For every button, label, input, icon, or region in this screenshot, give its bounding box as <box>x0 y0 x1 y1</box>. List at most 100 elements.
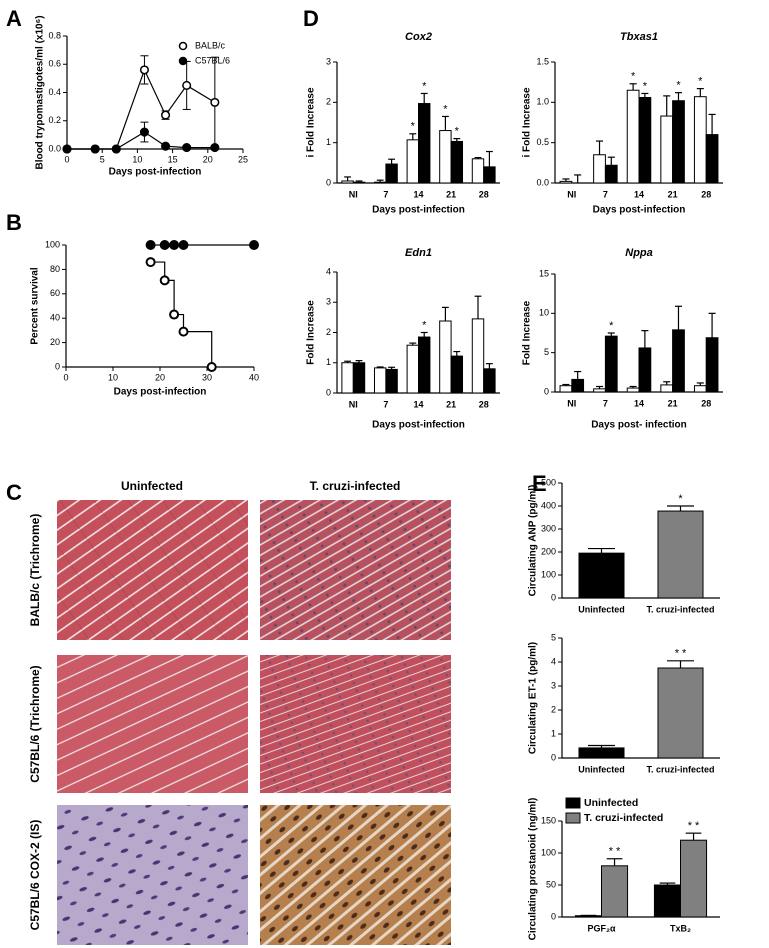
data-point <box>178 326 189 337</box>
y-axis-label: Circulating ANP (pg/ml) <box>528 485 539 597</box>
x-tick-label: 7 <box>603 398 608 408</box>
legend-marker <box>178 41 188 51</box>
data-point <box>62 144 72 154</box>
significance-mark: * <box>422 319 427 331</box>
histology-image <box>260 805 451 945</box>
legend-label: T. cruzi-infected <box>584 812 663 824</box>
y-tick-label: 2 <box>551 704 556 714</box>
histology-image <box>260 500 451 640</box>
panel-letter: B <box>6 210 22 235</box>
significance-mark: * <box>455 126 460 138</box>
y-tick-label: 3 <box>326 56 331 66</box>
bar <box>559 385 573 393</box>
x-tick-label: NI <box>567 398 576 408</box>
significance-mark: * <box>678 493 683 505</box>
y-tick-label: 300 <box>541 523 556 533</box>
histology-image <box>57 500 248 640</box>
significance-mark: * * <box>688 820 700 832</box>
histology-image <box>57 805 248 945</box>
bar <box>653 884 681 918</box>
data-point <box>159 240 170 250</box>
column-header: Uninfected <box>121 479 183 493</box>
data-point <box>182 143 192 153</box>
step-line <box>183 331 213 367</box>
bar <box>626 387 640 393</box>
bar <box>638 347 652 393</box>
x-axis-label: Days post-infection <box>372 205 465 216</box>
significance-mark: * <box>443 103 448 115</box>
y-tick-label: 4 <box>326 266 331 276</box>
bar <box>418 103 431 184</box>
y-tick-label: 1.0 <box>536 97 549 107</box>
y-tick-label: 0 <box>55 361 60 371</box>
x-tick-label: 28 <box>479 399 489 409</box>
bar <box>672 329 685 393</box>
y-tick-label: 1.5 <box>536 56 549 66</box>
significance-mark: * <box>676 80 681 92</box>
y-tick-label: 0 <box>326 387 331 397</box>
bar <box>680 839 708 918</box>
y-axis-label: Fold Increase <box>306 300 317 365</box>
panel-letter: D <box>303 6 319 31</box>
bar <box>406 139 419 184</box>
bar <box>471 158 485 184</box>
x-tick-label: 0 <box>63 372 68 382</box>
y-axis-label: i Fold Increase <box>522 87 533 157</box>
x-tick-label: NI <box>349 189 358 199</box>
y-tick-label: 2 <box>326 97 331 107</box>
y-tick-label: 200 <box>541 546 556 556</box>
bar <box>385 163 398 184</box>
y-tick-label: 1 <box>551 728 556 738</box>
legend-swatch <box>565 812 581 824</box>
y-axis-label: Circulating prostanoid (ng/ml) <box>528 798 539 941</box>
row-label: C57BL/6 COX-2 (IS) <box>28 820 42 931</box>
y-tick-label: 100 <box>541 847 556 857</box>
significance-mark: * * <box>609 846 621 858</box>
panel-letter: A <box>6 6 22 31</box>
x-tick-label: 20 <box>155 372 165 382</box>
panel-letter: E <box>532 471 547 496</box>
data-point <box>249 240 259 250</box>
bar <box>705 337 719 393</box>
significance-mark: * <box>643 80 648 92</box>
significance-mark: * <box>411 121 416 133</box>
data-point <box>139 65 149 75</box>
x-tick-label: 5 <box>100 154 105 164</box>
y-tick-label: 0.2 <box>48 115 61 125</box>
x-axis-label: Days post-infection <box>114 387 207 398</box>
y-tick-label: 1 <box>326 137 331 147</box>
data-point <box>210 97 220 107</box>
x-tick-label: Uninfected <box>578 604 625 614</box>
significance-mark: * <box>631 71 636 83</box>
y-tick-label: 5 <box>544 347 549 357</box>
bar <box>483 368 496 394</box>
x-tick-label: 7 <box>603 189 608 199</box>
significance-mark: * * <box>675 648 687 660</box>
legend-label: Uninfected <box>584 797 638 809</box>
x-tick-label: 14 <box>634 189 644 199</box>
data-point <box>169 309 180 320</box>
chart-title: Edn1 <box>405 247 432 259</box>
bar <box>705 134 719 184</box>
y-tick-label: 80 <box>50 264 60 274</box>
chart-title: Cox2 <box>405 31 432 43</box>
y-tick-label: 0 <box>551 911 556 921</box>
bar <box>483 166 496 184</box>
bar <box>341 362 354 394</box>
x-tick-label: 21 <box>446 189 456 199</box>
y-tick-label: 20 <box>50 337 60 347</box>
x-tick-label: 25 <box>238 154 248 164</box>
y-tick-label: 0.0 <box>536 177 549 187</box>
panel-letter: C <box>6 480 22 505</box>
x-tick-label: PGF₂α <box>587 923 616 933</box>
legend-label: BALB/c <box>195 40 226 50</box>
y-tick-label: 10 <box>539 308 549 318</box>
data-point <box>169 240 180 250</box>
data-point <box>145 240 156 250</box>
y-tick-label: 0.6 <box>48 59 61 69</box>
bar <box>352 362 366 394</box>
bar <box>406 344 419 394</box>
data-line <box>67 68 216 150</box>
y-axis-label: Fold Increase <box>522 300 533 365</box>
